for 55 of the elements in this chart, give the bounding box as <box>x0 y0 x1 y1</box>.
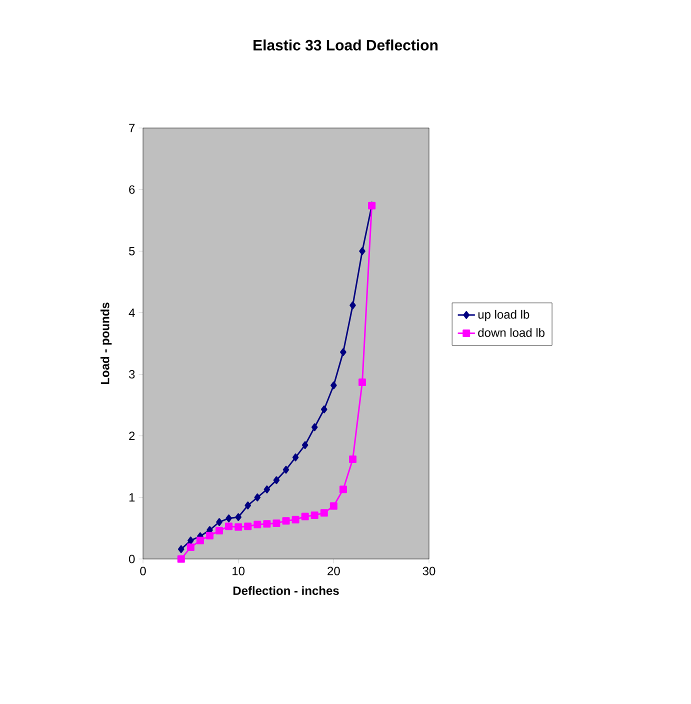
y-tick-label: 0 <box>128 554 135 564</box>
point <box>273 476 280 484</box>
point <box>244 522 252 530</box>
y-tick-label: 7 <box>129 124 135 132</box>
point <box>263 520 271 528</box>
point <box>225 522 233 530</box>
point <box>310 512 318 520</box>
point <box>234 523 242 531</box>
point <box>206 532 214 540</box>
point <box>188 536 194 544</box>
y-tick-label: 2 <box>129 432 135 440</box>
point <box>359 247 366 256</box>
point <box>320 509 328 517</box>
point <box>216 526 224 534</box>
legend-label: up load lb <box>478 310 530 322</box>
point <box>292 516 300 524</box>
point <box>339 486 347 494</box>
point <box>301 512 309 520</box>
y-tick-label: 4 <box>128 308 135 317</box>
point <box>320 405 328 414</box>
point <box>330 381 337 390</box>
x-tick-label: 10 <box>232 566 245 576</box>
point <box>340 348 346 356</box>
y-tick-label: 5 <box>129 246 135 256</box>
point <box>358 378 366 386</box>
point <box>177 555 185 563</box>
y-tick-label: 6 <box>129 185 135 194</box>
point <box>235 513 242 522</box>
y-tick-label: 1 <box>129 493 135 502</box>
point <box>282 517 290 525</box>
point <box>302 441 308 450</box>
x-tick-label: 30 <box>422 566 436 576</box>
chart-title: Elastic 33 Load Deflection <box>254 39 438 51</box>
point <box>311 423 318 432</box>
point <box>348 456 356 464</box>
point <box>244 501 252 510</box>
point <box>178 545 184 554</box>
x-axis-title: Deflection - inches <box>233 586 339 595</box>
x-tick-label: 0 <box>140 566 146 576</box>
point <box>330 502 338 510</box>
point <box>272 520 280 528</box>
point <box>282 466 290 474</box>
point <box>254 493 261 502</box>
point <box>350 301 356 310</box>
point <box>226 514 232 522</box>
point <box>216 518 222 526</box>
point <box>264 485 270 494</box>
point <box>196 536 204 544</box>
point <box>186 544 194 552</box>
x-tick-label: 20 <box>328 566 340 576</box>
y-tick-label: 3 <box>128 370 135 379</box>
legend-label: down load lb <box>478 328 544 337</box>
point <box>254 520 262 528</box>
point <box>292 453 299 462</box>
y-axis-title: Load - pounds <box>100 302 112 384</box>
